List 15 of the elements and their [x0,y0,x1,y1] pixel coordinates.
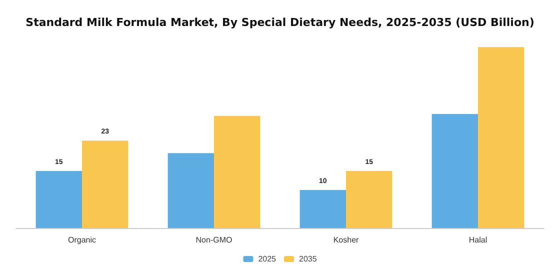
x-tick-label: Non-GMO [196,236,232,244]
legend-label: 2025 [258,254,277,264]
legend-label: 2035 [299,254,318,264]
bar [478,47,524,228]
bar [214,116,260,228]
bar [346,171,392,228]
x-tick-label: Halal [468,236,488,244]
x-tick-label: Organic [68,236,96,244]
bar [300,190,346,228]
bar [168,153,214,228]
bar [82,140,128,228]
x-tick-label: Kosher [333,236,360,244]
bar [432,114,478,228]
chart-title: Standard Milk Formula Market, By Special Dietary Needs, 2025-2035 (USD Billion) [26,16,534,29]
bar [36,171,82,228]
